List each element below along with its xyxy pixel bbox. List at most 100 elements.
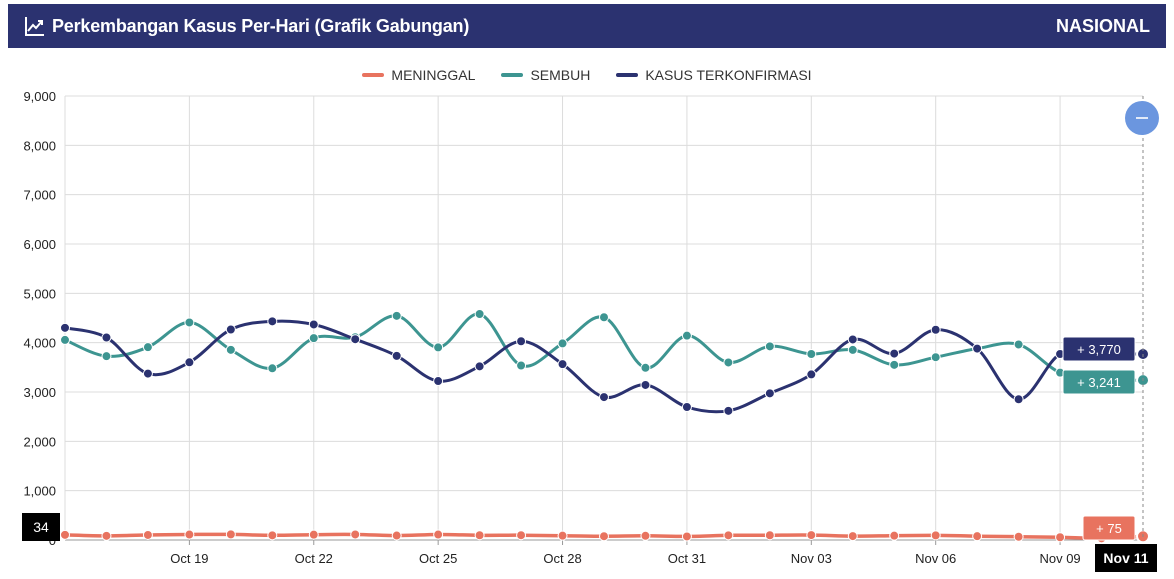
data-point-meninggal[interactable]: [972, 531, 983, 542]
y-tick-label: 2,000: [23, 434, 56, 449]
legend-item-sembuh[interactable]: SEMBUH: [501, 67, 590, 83]
data-point-kasus-terkonfirmasi[interactable]: [433, 376, 444, 387]
tooltip-overlay: + 3,770 + 3,241 + 75 Nov 11 34: [22, 96, 1159, 572]
y-tick-label: 8,000: [23, 138, 56, 153]
x-tick-label: Oct 25: [419, 551, 457, 566]
y-axis: 01,0002,0003,0004,0005,0006,0007,0008,00…: [23, 89, 56, 548]
data-point-meninggal[interactable]: [308, 529, 319, 540]
data-point-meninggal[interactable]: [847, 531, 858, 542]
data-point-kasus-terkonfirmasi[interactable]: [806, 369, 817, 380]
data-point-meninggal[interactable]: [1013, 531, 1024, 542]
data-point-sembuh[interactable]: [723, 357, 734, 368]
zoom-reset-button[interactable]: [1125, 101, 1159, 135]
data-point-kasus-terkonfirmasi[interactable]: [225, 324, 236, 335]
legend-swatch-kasus-terkonfirmasi: [616, 73, 639, 77]
data-point-meninggal[interactable]: [681, 531, 692, 542]
tooltip-date-badge: [1095, 544, 1157, 572]
line-chart-icon: [25, 17, 44, 36]
data-point-kasus-terkonfirmasi[interactable]: [391, 350, 402, 361]
data-point-kasus-terkonfirmasi[interactable]: [267, 316, 278, 327]
data-point-sembuh[interactable]: [847, 344, 858, 355]
data-point-meninggal[interactable]: [142, 529, 153, 540]
y-tick-label: 7,000: [23, 188, 56, 203]
data-point-kasus-terkonfirmasi[interactable]: [350, 334, 361, 345]
data-point-meninggal[interactable]: [806, 530, 817, 541]
data-point-sembuh[interactable]: [640, 362, 651, 373]
data-point-meninggal[interactable]: [225, 529, 236, 540]
data-point-sembuh[interactable]: [557, 338, 568, 349]
data-point-meninggal[interactable]: [350, 529, 361, 540]
data-point-kasus-terkonfirmasi[interactable]: [847, 334, 858, 345]
data-point-kasus-terkonfirmasi[interactable]: [60, 322, 70, 333]
tooltip-value: + 75: [1096, 521, 1122, 536]
y-tick-label: 6,000: [23, 237, 56, 252]
tooltip-badge: [1082, 515, 1136, 541]
x-tick-label: Oct 28: [543, 551, 581, 566]
data-point-kasus-terkonfirmasi[interactable]: [142, 368, 153, 379]
data-point-sembuh[interactable]: [930, 352, 941, 363]
tooltip-badge: [1062, 336, 1136, 362]
data-point-meninggal[interactable]: [433, 529, 444, 540]
data-point-sembuh[interactable]: [681, 330, 692, 341]
data-point-kasus-terkonfirmasi[interactable]: [184, 357, 195, 368]
data-point-meninggal[interactable]: [723, 530, 734, 541]
data-point-meninggal[interactable]: [1055, 532, 1066, 543]
data-point-sembuh[interactable]: [60, 334, 70, 345]
data-point-meninggal[interactable]: [599, 531, 609, 542]
page-title: Perkembangan Kasus Per-Hari (Grafik Gabu…: [52, 15, 470, 36]
data-point-sembuh[interactable]: [225, 344, 236, 355]
data-point-kasus-terkonfirmasi[interactable]: [101, 332, 112, 343]
data-point-kasus-terkonfirmasi[interactable]: [640, 379, 651, 390]
data-point-meninggal[interactable]: [101, 530, 112, 541]
legend-item-meninggal[interactable]: MENINGGAL: [362, 67, 475, 83]
data-point-meninggal[interactable]: [391, 530, 402, 541]
data-point-meninggal[interactable]: [557, 530, 568, 541]
data-point-kasus-terkonfirmasi[interactable]: [764, 388, 775, 399]
data-point-kasus-terkonfirmasi[interactable]: [972, 343, 983, 354]
data-point-sembuh[interactable]: [516, 360, 527, 371]
y-tick-label: 9,000: [23, 89, 56, 104]
data-point-sembuh[interactable]: [599, 312, 609, 323]
tooltip-value: + 3,241: [1077, 375, 1121, 390]
data-point-meninggal[interactable]: [930, 530, 941, 541]
data-point-sembuh[interactable]: [267, 363, 278, 374]
data-point-sembuh[interactable]: [1013, 339, 1024, 350]
data-point-sembuh[interactable]: [889, 359, 900, 370]
data-point-sembuh[interactable]: [474, 309, 485, 320]
data-point-sembuh[interactable]: [308, 333, 319, 344]
data-point-kasus-terkonfirmasi[interactable]: [1013, 394, 1024, 405]
data-point-sembuh[interactable]: [101, 351, 112, 362]
data-point-kasus-terkonfirmasi[interactable]: [930, 324, 941, 335]
series-group: [60, 309, 1150, 544]
data-point-kasus-terkonfirmasi[interactable]: [516, 336, 527, 347]
data-point-kasus-terkonfirmasi[interactable]: [308, 319, 319, 330]
x-tick-label: Nov 09: [1039, 551, 1080, 566]
data-point-sembuh[interactable]: [433, 342, 444, 353]
data-point-meninggal[interactable]: [764, 530, 775, 541]
data-point-meninggal[interactable]: [516, 530, 527, 541]
legend-swatch-meninggal: [362, 73, 385, 77]
data-point-kasus-terkonfirmasi[interactable]: [723, 405, 734, 416]
data-point-kasus-terkonfirmasi[interactable]: [599, 392, 609, 403]
x-tick-label: Oct 19: [170, 551, 208, 566]
data-point-sembuh[interactable]: [184, 317, 195, 328]
data-point-meninggal[interactable]: [184, 529, 195, 540]
chart-grid: [64, 95, 1143, 545]
chart-legend: MENINGGAL SEMBUH KASUS TERKONFIRMASI: [0, 64, 1174, 86]
data-point-meninggal[interactable]: [60, 529, 70, 540]
data-point-meninggal[interactable]: [267, 530, 278, 541]
data-point-sembuh[interactable]: [142, 342, 153, 353]
data-point-meninggal[interactable]: [640, 530, 651, 541]
data-point-sembuh[interactable]: [806, 349, 817, 360]
legend-item-kasus-terkonfirmasi[interactable]: KASUS TERKONFIRMASI: [616, 67, 812, 83]
tooltip-value: + 3,770: [1077, 342, 1121, 357]
data-point-kasus-terkonfirmasi[interactable]: [474, 361, 485, 372]
data-point-kasus-terkonfirmasi[interactable]: [889, 348, 900, 359]
data-point-meninggal[interactable]: [889, 530, 900, 541]
data-point-sembuh[interactable]: [764, 341, 775, 352]
data-point-kasus-terkonfirmasi[interactable]: [557, 359, 568, 370]
data-point-sembuh[interactable]: [391, 310, 402, 321]
data-point-kasus-terkonfirmasi[interactable]: [681, 401, 692, 412]
data-point-meninggal[interactable]: [474, 530, 485, 541]
